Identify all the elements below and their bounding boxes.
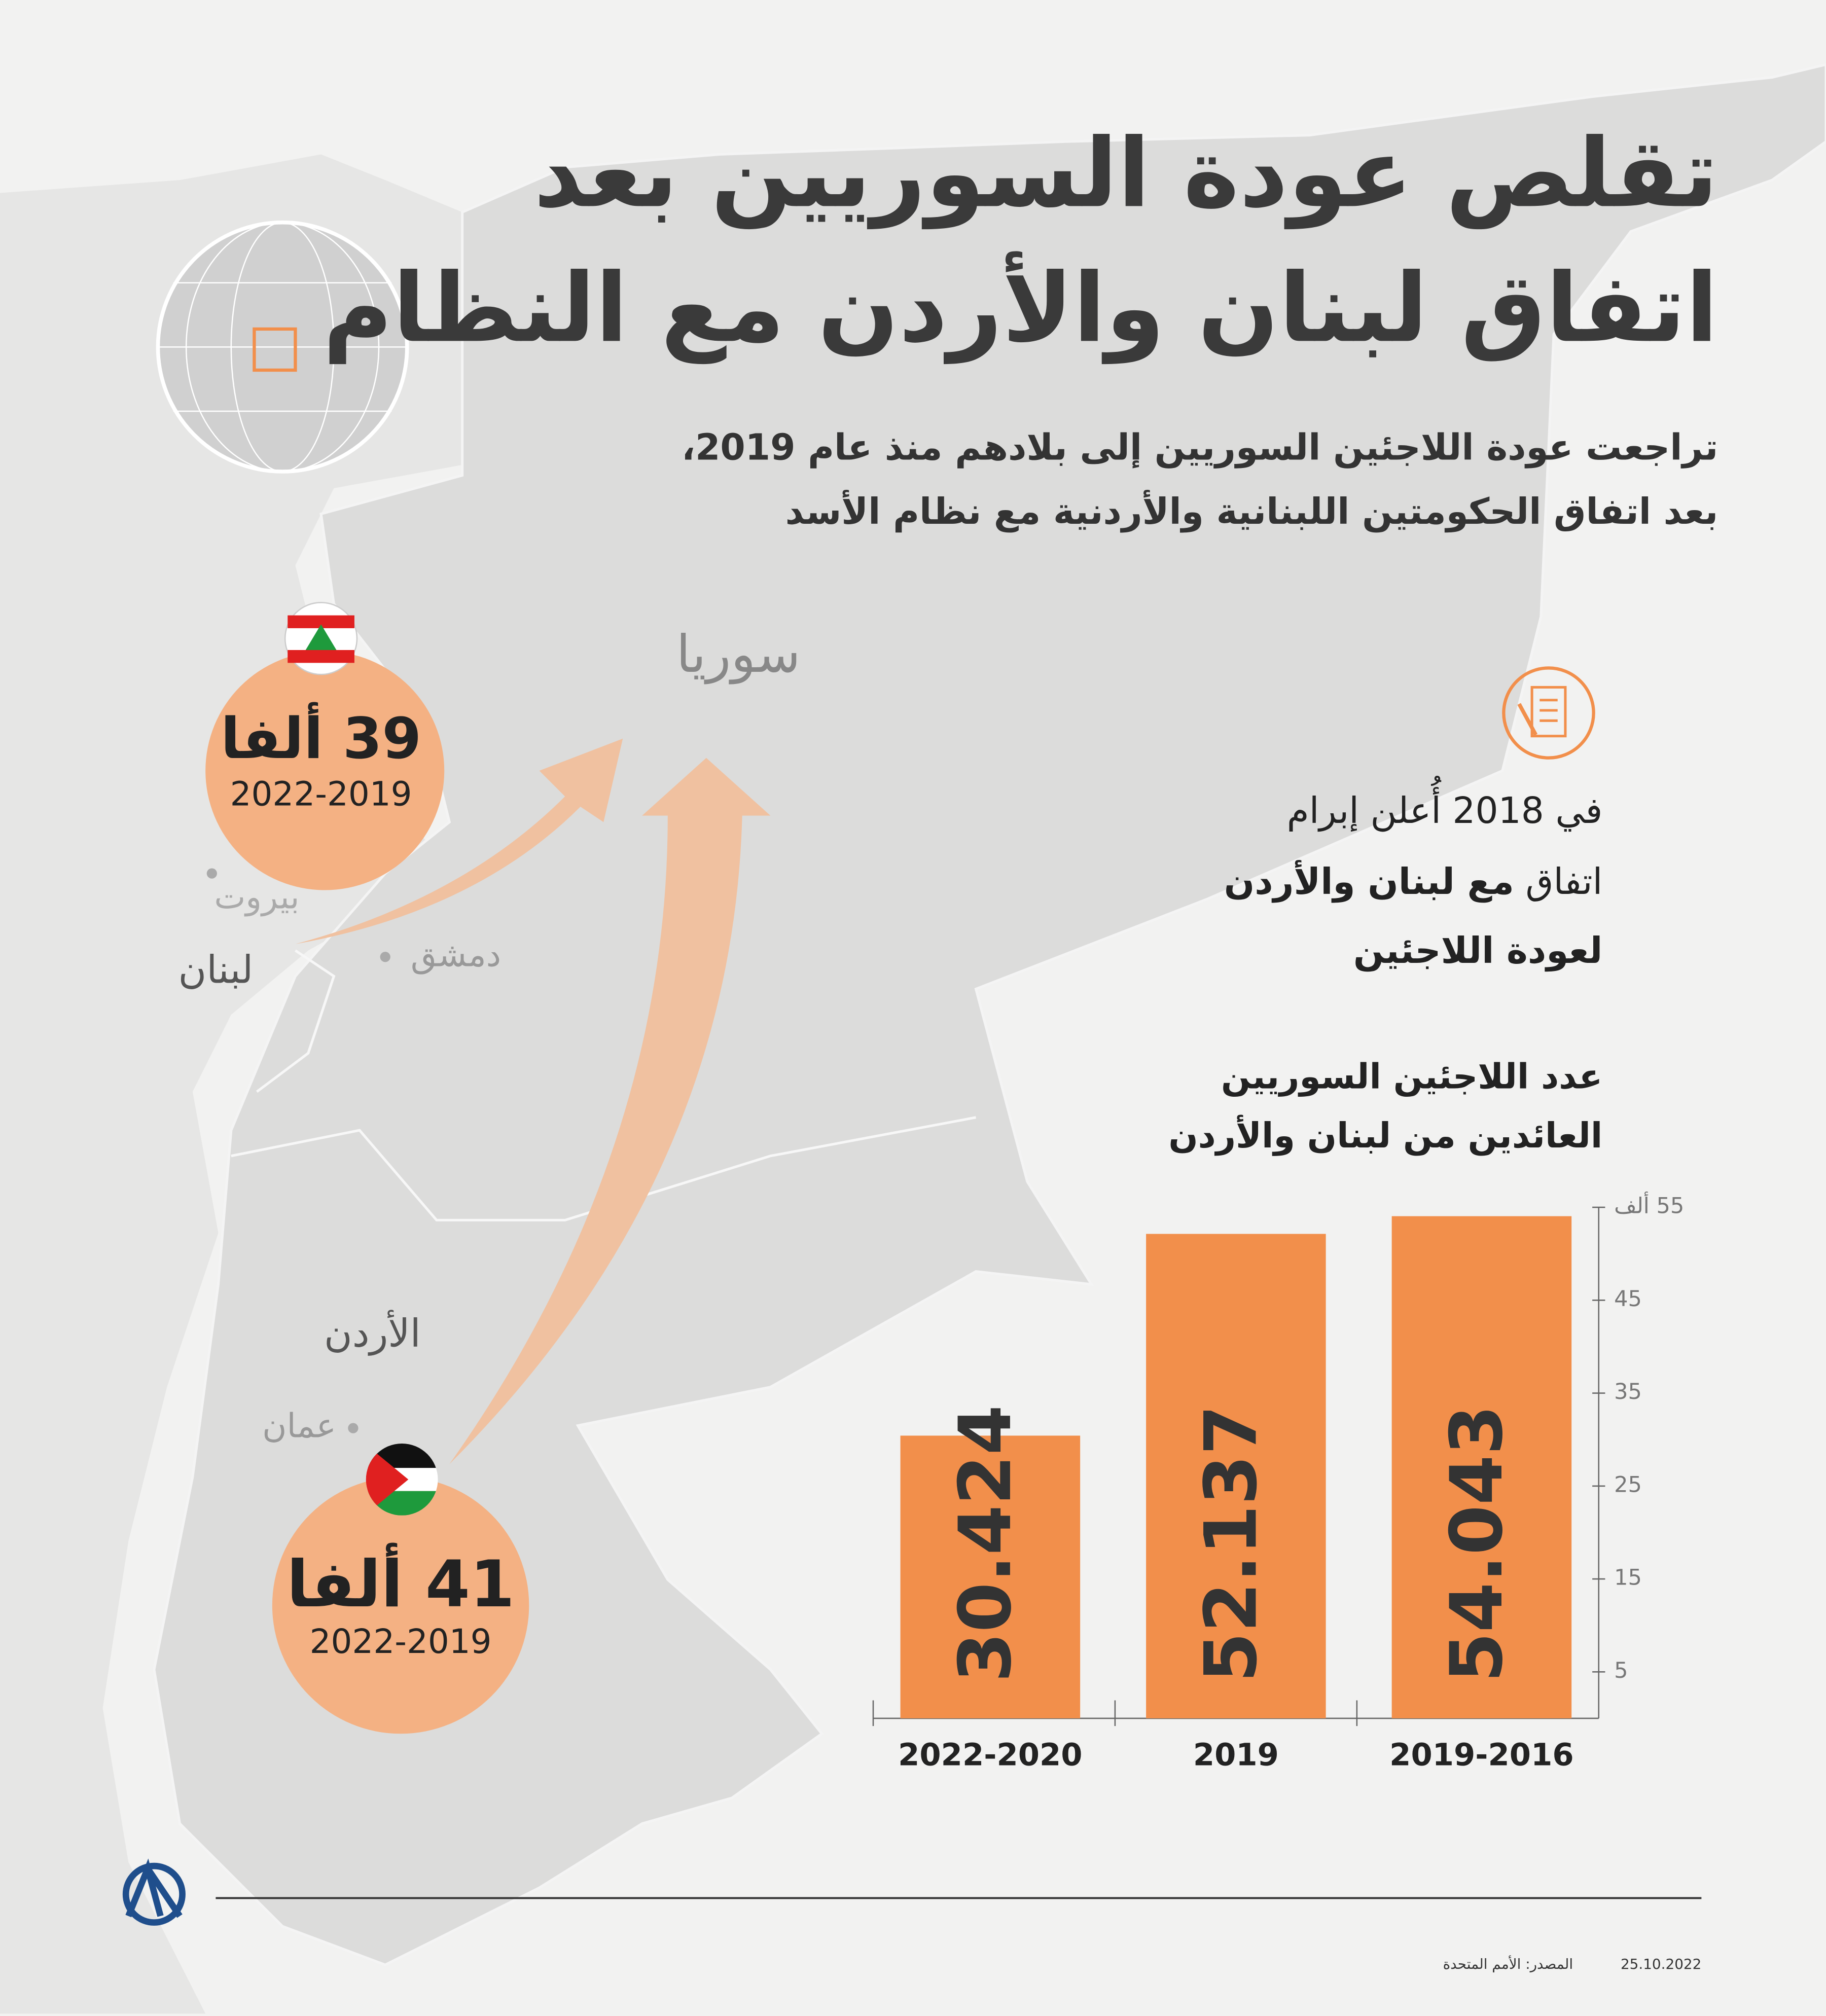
value-label: 30.424 — [944, 1405, 1027, 1682]
y-tick-label: 45 — [1614, 1286, 1642, 1312]
map-label: الأردن — [324, 1309, 421, 1356]
city-dot — [206, 868, 217, 879]
map-label: لبنان — [178, 947, 253, 992]
cedar — [305, 624, 337, 651]
map-label: دمشق — [411, 935, 501, 975]
city-dot — [348, 1423, 359, 1433]
border — [231, 1116, 977, 1221]
source: المصدر: الأمم المتحدة — [1443, 1955, 1573, 1972]
border — [256, 949, 336, 1093]
jordan-circle — [272, 1477, 529, 1734]
y-tick-label: 15 — [1614, 1565, 1642, 1591]
y-tick-label: 25 — [1614, 1472, 1642, 1497]
chart-title: عدد اللاجئين السوريين — [1221, 1057, 1602, 1097]
city-dot — [380, 952, 390, 962]
title: اتفاق لبنان والأردن مع النظام — [323, 251, 1718, 365]
map-label: بيروت — [214, 877, 299, 916]
y-tick-label: 5 — [1614, 1658, 1628, 1683]
logo — [122, 1858, 186, 1926]
lebanon-circle — [205, 651, 445, 890]
subtitle: تراجعت عودة اللاجئين السوريين إلى بلادهم… — [682, 426, 1718, 469]
subtitle: بعد اتفاق الحكومتين اللبنانية والأردنية … — [785, 490, 1718, 533]
note-text: اتفاق — [1525, 860, 1602, 902]
bar — [900, 1435, 1081, 1718]
value-label: 52.137 — [1189, 1405, 1273, 1682]
y-tick-label: 35 — [1614, 1379, 1642, 1405]
map-label: عمان — [262, 1407, 336, 1446]
returns-value: 39 ألفا — [221, 702, 421, 772]
x-tick-label: 2019-2016 — [1389, 1737, 1573, 1773]
returns-period: 2022-2019 — [310, 1622, 492, 1661]
bar — [1146, 1234, 1326, 1718]
map-label: سوريا — [676, 624, 801, 685]
arrow — [295, 738, 623, 944]
syria-jordan-land — [153, 63, 1826, 1966]
x-tick-label: 2022-2020 — [898, 1737, 1082, 1773]
returns-value: 41 ألفا — [287, 1542, 515, 1622]
returns-period: 2022-2019 — [230, 775, 412, 814]
document-icon — [1502, 666, 1595, 760]
note-bold: لعودة اللاجئين — [1353, 929, 1603, 971]
bar — [1391, 1216, 1572, 1718]
globe — [156, 220, 409, 474]
date: 25.10.2022 — [1621, 1956, 1701, 1972]
note-bold: مع لبنان والأردن — [1224, 859, 1514, 903]
y-tick-label: 55 ألف — [1614, 1192, 1684, 1219]
flag-stripe — [288, 650, 354, 663]
chart-title: العائدين من لبنان والأردن — [1168, 1114, 1602, 1156]
value-label: 54.043 — [1435, 1405, 1519, 1682]
note: اتفاق مع لبنان والأردن — [1224, 859, 1603, 903]
arrow — [449, 758, 771, 1464]
title: تقلص عودة السوريين بعد — [534, 118, 1718, 229]
x-tick-label: 2019 — [1193, 1737, 1279, 1773]
land — [0, 154, 475, 2014]
